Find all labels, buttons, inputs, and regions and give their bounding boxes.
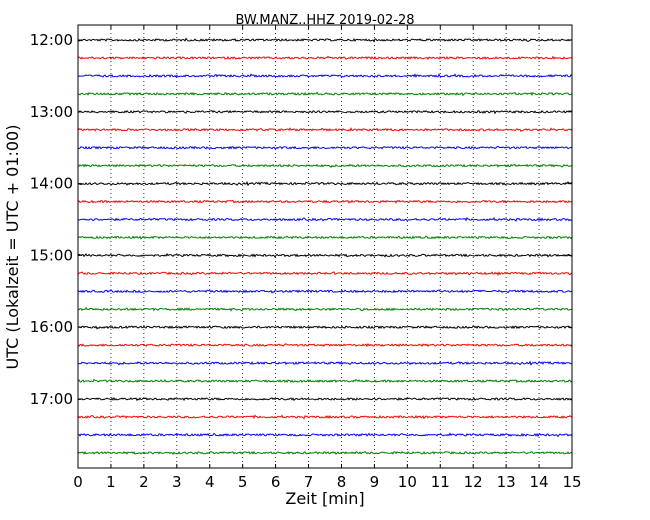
- seismic-trace: [77, 252, 573, 258]
- seismic-trace: [77, 378, 573, 383]
- y-tick-label: 12:00: [30, 31, 73, 49]
- x-axis-label: Zeit [min]: [285, 489, 364, 508]
- y-tick-label: 17:00: [30, 390, 73, 408]
- seismic-trace: [77, 127, 573, 133]
- x-tick-label: 10: [398, 473, 417, 491]
- x-tick-label: 13: [497, 473, 516, 491]
- seismic-trace: [77, 91, 573, 97]
- y-tick-label: 15:00: [30, 246, 73, 264]
- x-tick-label: 6: [271, 473, 281, 491]
- seismic-trace: [77, 414, 573, 420]
- seismic-trace: [77, 306, 573, 312]
- x-tick-label: 11: [431, 473, 450, 491]
- y-tick-label: 14:00: [30, 175, 73, 193]
- seismic-trace: [77, 360, 573, 366]
- x-tick-label: 14: [530, 473, 549, 491]
- seismic-trace: [77, 73, 573, 78]
- traces: [77, 37, 573, 456]
- seismic-trace: [77, 342, 573, 348]
- seismic-trace: [77, 163, 573, 168]
- x-tick-label: 4: [205, 473, 215, 491]
- x-tick-label: 12: [464, 473, 483, 491]
- x-tick-label: 9: [370, 473, 380, 491]
- x-tick-label: 2: [139, 473, 149, 491]
- seismic-trace: [77, 217, 573, 222]
- seismic-trace: [77, 109, 573, 115]
- seismic-trace: [77, 37, 573, 43]
- x-tick-label: 15: [562, 473, 581, 491]
- seismic-trace: [77, 199, 573, 204]
- x-tick-label: 1: [106, 473, 116, 491]
- seismic-trace: [77, 450, 573, 456]
- plot-frame: [77, 24, 573, 469]
- seismic-trace: [77, 235, 573, 240]
- y-tick-label: 16:00: [30, 318, 73, 336]
- seismic-trace: [77, 289, 573, 294]
- seismic-trace: [77, 271, 573, 276]
- x-tick-label: 8: [337, 473, 347, 491]
- x-axis: 0 1 2 3 4 5 6 7 8 9 10 11 12 13 14 15: [73, 25, 582, 491]
- seismic-trace: [77, 325, 573, 330]
- y-tick-label: 13:00: [30, 103, 73, 121]
- y-axis-label: UTC (Lokalzeit = UTC + 01:00): [3, 125, 22, 370]
- x-tick-label: 5: [238, 473, 248, 491]
- x-tick-label: 0: [73, 473, 83, 491]
- x-tick-label: 3: [172, 473, 182, 491]
- seismic-trace: [77, 432, 573, 438]
- grid-lines: [110, 25, 540, 468]
- y-axis: 12:00 13:00 14:00 15:00 16:00 17:00: [30, 31, 572, 408]
- seismic-trace: [77, 180, 573, 187]
- seismic-trace: [77, 396, 573, 402]
- chart-title: BW.MANZ..HHZ 2019-02-28: [235, 13, 414, 28]
- x-tick-label: 7: [304, 473, 314, 491]
- seismic-trace: [77, 55, 573, 60]
- seismic-trace: [77, 145, 573, 150]
